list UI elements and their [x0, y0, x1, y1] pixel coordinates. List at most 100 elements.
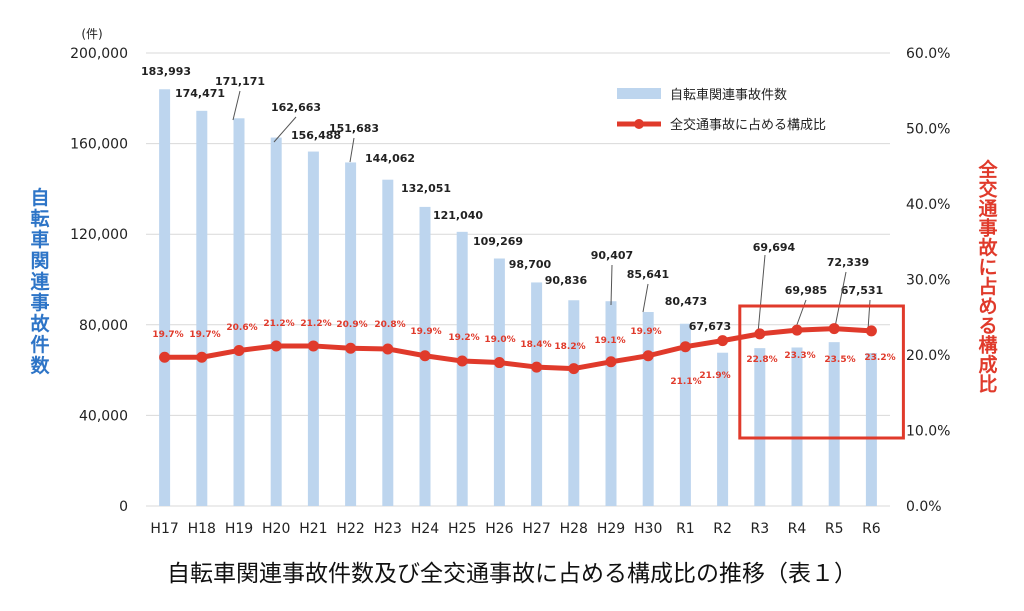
bar-value-label: 98,700 [509, 258, 552, 271]
right-axis-title-char: 成 [978, 353, 997, 376]
x-tick-label: H17 [150, 521, 178, 537]
x-tick-label: H29 [597, 521, 625, 537]
bar-value-label: 67,673 [689, 320, 731, 333]
right-axis-title-char: 構 [978, 334, 997, 357]
left-axis-title-char: 転 [30, 208, 49, 230]
leader-line [642, 283, 649, 313]
percent-label: 21.9% [699, 371, 730, 381]
x-tick-label: H18 [188, 521, 216, 537]
percent-label: 19.7% [152, 330, 183, 340]
x-tick-label: H26 [485, 521, 513, 537]
percent-label: 21.2% [300, 319, 331, 329]
leader-line [349, 137, 355, 163]
x-tick-label: R3 [750, 521, 769, 537]
bar-value-label: 183,993 [141, 65, 191, 78]
right-tick-label: 50.0% [906, 122, 950, 138]
bar [568, 300, 580, 506]
bar [791, 347, 803, 506]
bar-value-label: 174,471 [175, 87, 225, 100]
leader-line [757, 254, 766, 334]
line-point [791, 324, 803, 336]
percent-label: 19.1% [594, 336, 625, 346]
bar-value-label: 90,836 [545, 274, 588, 287]
bar-value-label: 72,339 [827, 256, 869, 269]
line-point [233, 344, 245, 356]
x-tick-label: R2 [713, 521, 732, 537]
line-point [382, 343, 394, 355]
legend-label-line: 全交通事故に占める構成比 [670, 117, 826, 133]
right-tick-label: 0.0% [906, 499, 942, 515]
right-axis-title-char: 占 [978, 275, 997, 298]
bar [679, 323, 691, 506]
bar [456, 231, 468, 506]
x-tick-label: H20 [262, 521, 290, 537]
x-tick-label: R6 [862, 521, 881, 537]
percent-label: 21.1% [670, 377, 701, 387]
x-tick-label: H22 [336, 521, 364, 537]
percent-label: 19.7% [189, 330, 220, 340]
left-tick-label: 0 [119, 499, 128, 515]
bar [345, 162, 357, 507]
line-point [865, 325, 877, 337]
right-axis-title-char: に [978, 257, 997, 279]
line-point [345, 342, 357, 354]
percent-label: 23.3% [784, 351, 815, 361]
bar-value-label: 80,473 [665, 295, 707, 308]
right-tick-label: 10.0% [906, 424, 950, 440]
x-tick-label: H19 [225, 521, 253, 537]
bar [828, 342, 840, 506]
percent-label: 23.2% [864, 353, 895, 363]
right-tick-label: 20.0% [906, 348, 950, 364]
line-point [270, 340, 282, 352]
line-point [307, 340, 319, 352]
x-tick-label: H24 [411, 521, 439, 537]
line-point [419, 350, 431, 362]
right-axis-title-char: 事 [978, 217, 997, 240]
x-tick-label: H25 [448, 521, 476, 537]
bar-value-label: 144,062 [365, 152, 415, 165]
line-point [159, 351, 171, 363]
left-axis-title-char: 数 [30, 354, 50, 377]
left-axis-title-char: 関 [30, 250, 49, 272]
percent-label: 23.5% [824, 355, 855, 365]
right-axis-title-char: る [978, 315, 997, 337]
left-axis-title-char: 件 [30, 333, 49, 356]
x-tick-label: H27 [522, 521, 550, 537]
bar-value-label: 67,531 [841, 284, 883, 297]
bar-value-label: 156,488 [291, 129, 341, 142]
left-axis-title-char: 故 [30, 312, 50, 335]
legend-label-bar: 自転車関連事故件数 [670, 88, 787, 103]
right-tick-label: 60.0% [906, 46, 950, 62]
right-axis-title-char: 通 [978, 198, 998, 220]
bar [642, 312, 654, 506]
line-point [196, 351, 208, 363]
right-axis-title-char: 比 [978, 374, 997, 396]
left-tick-label: 40,000 [79, 408, 128, 424]
bar [382, 179, 394, 506]
percent-label: 22.8% [746, 355, 777, 365]
left-axis-title-char: 車 [30, 228, 49, 251]
line-point [754, 328, 766, 340]
line-point [642, 350, 654, 362]
left-tick-label: 120,000 [70, 227, 128, 243]
bar [233, 118, 245, 507]
percent-label: 19.0% [484, 335, 515, 345]
bar [717, 352, 729, 506]
x-tick-label: R1 [676, 521, 695, 537]
bar [754, 348, 766, 506]
left-tick-label: 80,000 [79, 318, 128, 334]
leader-line [232, 90, 241, 121]
left-tick-label: 160,000 [70, 137, 128, 153]
line-point [493, 357, 505, 369]
right-axis-title-char: 交 [978, 178, 997, 201]
legend-swatch-bar [617, 88, 661, 99]
x-tick-label: R4 [788, 521, 807, 537]
bar [270, 137, 282, 506]
bar-value-label: 132,051 [401, 182, 451, 195]
percent-label: 18.4% [520, 340, 551, 350]
bar-value-label: 69,985 [785, 284, 827, 297]
leader-line [834, 271, 847, 328]
bar [531, 282, 543, 506]
left-axis-title-char: 事 [30, 291, 49, 314]
